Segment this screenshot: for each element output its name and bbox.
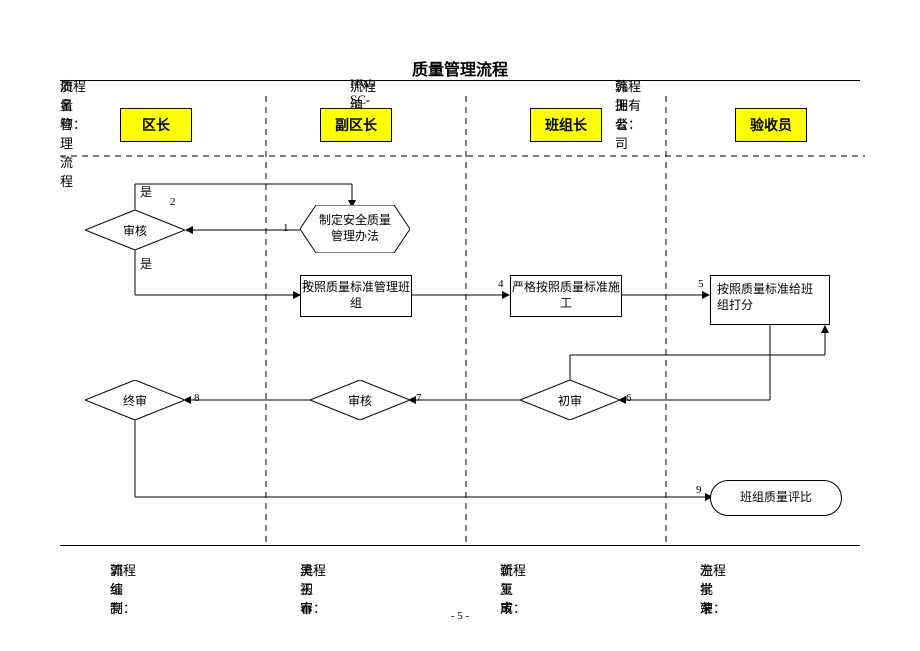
- node-8-diamond: 终审: [85, 380, 185, 420]
- node-7-label: 审核: [310, 380, 410, 420]
- edge-2-3: [133, 250, 303, 300]
- edge-4-5: [620, 290, 710, 300]
- node-6-diamond: 初审: [520, 380, 620, 420]
- node-1-hexagon: 制定安全质量管理办法: [300, 205, 410, 253]
- page-number: - 5 -: [0, 610, 920, 622]
- footer-approve-value: 左学荣: [700, 560, 713, 617]
- flowchart-page: 质量管理流程 流程名称：质量管理流程 流程编号：HW-SC-JJ0203 流程拥…: [0, 0, 920, 651]
- node-4-rect: 严格按照质量标准施工: [510, 275, 622, 317]
- node-9-label: 班组质量评比: [740, 490, 812, 506]
- lane-header-1: 区长: [120, 108, 192, 142]
- node-3-num: 3: [303, 278, 309, 290]
- node-3-label: 按照质量标准管理班组: [301, 280, 411, 311]
- lane-header-2: 副区长: [320, 108, 392, 142]
- dash-horizontal: [60, 155, 865, 157]
- lane-header-3: 班组长: [530, 108, 602, 142]
- footer-review-value: 靳玉成: [500, 560, 513, 617]
- node-7-diamond: 审核: [310, 380, 410, 420]
- footer-compile-value: 郭红亮: [110, 560, 123, 617]
- node-5-num: 5: [698, 278, 704, 290]
- edge-7-8: [183, 395, 313, 405]
- node-6-num: 6: [626, 392, 632, 404]
- node-3-rect: 按照质量标准管理班组: [300, 275, 412, 317]
- edge-8-9: [133, 420, 713, 502]
- footer-first-value: 吴玉春: [300, 560, 313, 617]
- node-1-label: 制定安全质量管理办法: [300, 205, 410, 253]
- node-1-num: 1: [283, 222, 289, 234]
- footer-line: [60, 545, 860, 546]
- node-6-label: 初审: [520, 380, 620, 420]
- meta-owner-value: 韩王公司: [615, 76, 628, 152]
- edge-6-5: [568, 325, 828, 383]
- node-4-num: 4: [498, 278, 504, 290]
- edge-6-7: [408, 395, 523, 405]
- node-4-label: 严格按照质量标准施工: [511, 280, 621, 311]
- meta-row: 流程名称：质量管理流程 流程编号：HW-SC-JJ0203 流程拥有者：韩王公司: [60, 76, 860, 81]
- node-9-rounded: 班组质量评比: [710, 480, 842, 516]
- edge-3-4: [410, 290, 510, 300]
- node-2-label: 审核: [85, 210, 185, 250]
- node-7-num: 7: [416, 392, 422, 404]
- node-2-diamond: 审核: [85, 210, 185, 250]
- node-5-label: 按照质量标准给班组打分: [717, 282, 823, 313]
- node-9-num: 9: [696, 484, 702, 496]
- lane-header-4: 验收员: [735, 108, 807, 142]
- node-8-num: 8: [194, 392, 200, 404]
- meta-name-value: 质量管理流程: [60, 76, 73, 190]
- node-8-label: 终审: [85, 380, 185, 420]
- node-2-num: 2: [170, 196, 176, 208]
- node-5-rect: 按照质量标准给班组打分: [710, 275, 830, 325]
